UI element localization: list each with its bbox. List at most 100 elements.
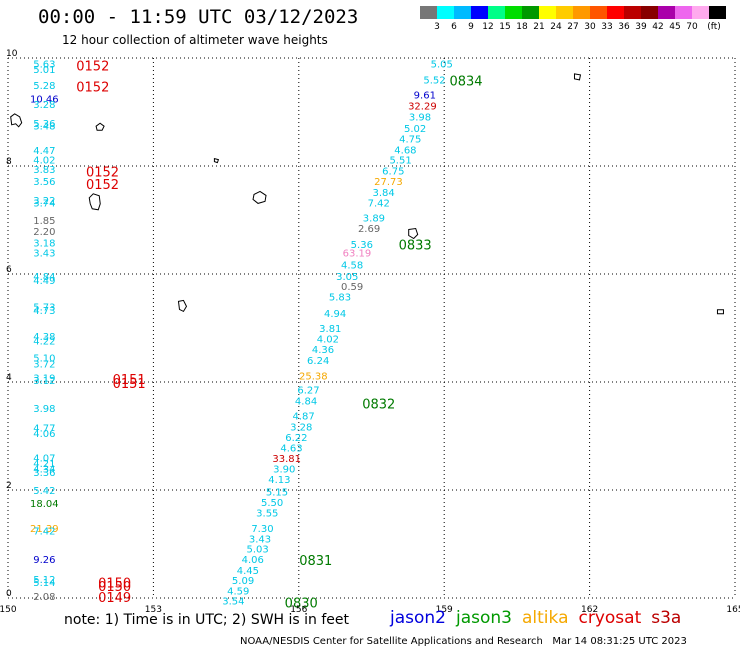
legend-entry: jason3 xyxy=(456,608,512,628)
wave-height-value: 18.04 xyxy=(30,499,59,510)
pass-time-labels: 0152015201520152015101510150015001490834… xyxy=(76,60,482,612)
color-scale-swatch xyxy=(590,6,607,19)
wave-height-value: 5.02 xyxy=(404,124,426,135)
wave-height-value: 3.98 xyxy=(409,112,431,123)
island-outline xyxy=(95,122,105,131)
wave-height-value: 4.84 xyxy=(295,396,317,407)
wave-height-value: 4.94 xyxy=(324,309,346,320)
wave-height-value: 5.28 xyxy=(33,81,55,92)
color-scale-swatch xyxy=(454,6,471,19)
wave-height-value: 3.43 xyxy=(249,535,271,546)
axis-tick-labels: 150 153 156 159 162 165 0 2 4 6 8 10 xyxy=(0,49,740,615)
island-outline xyxy=(408,227,419,240)
wave-height-value: 5.36 xyxy=(33,119,55,130)
wave-height-value: 3.28 xyxy=(290,422,312,433)
y-tick-label: 6 xyxy=(6,265,12,275)
color-scale-swatch xyxy=(675,6,692,19)
wave-height-value: 1.85 xyxy=(33,216,55,227)
wave-height-value: 4.87 xyxy=(293,411,315,422)
wave-height-value: 4.58 xyxy=(341,260,363,271)
color-scale-swatch xyxy=(556,6,573,19)
pass-time-label: 0151 xyxy=(113,377,146,392)
wave-height-value: 3.84 xyxy=(372,188,394,199)
wave-height-value: 63.19 xyxy=(343,248,372,259)
wave-height-value: 4.75 xyxy=(399,134,421,145)
wave-height-value: 5.83 xyxy=(329,293,351,304)
wave-height-value: 3.89 xyxy=(363,213,385,224)
wave-height-value: 4.59 xyxy=(227,586,249,597)
wave-height-value: 3.12 xyxy=(33,376,55,387)
color-scale-label: 30 xyxy=(584,22,596,32)
color-scale-label: 9 xyxy=(468,22,474,32)
color-scale-label: 33 xyxy=(601,22,613,32)
wave-height-value: 3.18 xyxy=(33,239,55,250)
footnote: note: 1) Time is in UTC; 2) SWH is in fe… xyxy=(64,612,350,628)
wave-height-value: 0.59 xyxy=(341,282,363,293)
wave-height-value: 4.06 xyxy=(242,555,264,566)
wave-height-value: 27.73 xyxy=(374,177,403,188)
wave-height-value: 33.81 xyxy=(272,454,301,465)
color-scale-swatch xyxy=(709,6,726,19)
wave-height-value: 5.14 xyxy=(33,578,55,589)
page-title: 00:00 - 11:59 UTC 03/12/2023 xyxy=(38,6,359,28)
pass-time-label: 0831 xyxy=(299,554,332,569)
color-scale-swatch xyxy=(420,6,437,19)
wave-height-value: 5.03 xyxy=(246,544,268,555)
wave-height-value: 3.83 xyxy=(33,165,55,176)
color-scale-swatch xyxy=(505,6,522,19)
color-scale-label: 24 xyxy=(550,22,562,32)
island-outline xyxy=(573,73,582,81)
wave-height-value: 4.49 xyxy=(33,276,55,287)
wave-height-value: 7.42 xyxy=(368,199,390,210)
wave-height-value: 4.06 xyxy=(33,429,55,440)
wave-height-value: 4.73 xyxy=(33,306,55,317)
island-outline xyxy=(10,113,23,128)
color-scale-label: 70 xyxy=(686,22,698,32)
wave-height-value: 4.07 xyxy=(33,454,55,465)
legend-entry: altika xyxy=(522,608,569,628)
wave-height-value: 3.22 xyxy=(33,196,55,207)
y-tick-label: 8 xyxy=(6,157,12,167)
color-scale-swatch xyxy=(641,6,658,19)
pass-time-label: 0834 xyxy=(449,75,482,90)
wave-height-value: 3.74 xyxy=(33,199,55,210)
color-scale-label: 42 xyxy=(652,22,664,32)
wave-height-value: 3.48 xyxy=(33,122,55,133)
credit-line: NOAA/NESDIS Center for Satellite Applica… xyxy=(240,636,687,647)
x-tick-label: 159 xyxy=(436,605,453,615)
y-tick-label: 2 xyxy=(6,481,12,491)
color-scale-swatch xyxy=(624,6,641,19)
pass-time-label: 0152 xyxy=(86,165,119,180)
wave-height-value: 3.28 xyxy=(33,100,55,111)
color-scale-label: 36 xyxy=(618,22,630,32)
wave-height-value: 4.22 xyxy=(33,336,55,347)
wave-height-value: 6.24 xyxy=(307,356,329,367)
color-scale-label: 6 xyxy=(451,22,457,32)
wave-height-value: 4.63 xyxy=(280,443,302,454)
wave-height-value: 3.43 xyxy=(33,248,55,259)
wave-height-value: 5.12 xyxy=(33,575,55,586)
color-scale-swatch xyxy=(539,6,556,19)
pass-time-label: 0833 xyxy=(399,238,432,253)
y-tick-label: 0 xyxy=(6,589,12,599)
y-tick-label: 10 xyxy=(6,49,18,59)
wave-height-value: 25.38 xyxy=(299,372,328,383)
island-outline xyxy=(88,193,101,211)
color-scale-label: 45 xyxy=(669,22,681,32)
legend-entry: cryosat xyxy=(578,608,642,628)
wave-height-value: 3.98 xyxy=(33,404,55,415)
wave-height-value: 4.77 xyxy=(33,423,55,434)
satellite-legend: jason2 jason3 altika cryosat s3a xyxy=(390,608,691,628)
island-outline xyxy=(252,190,267,204)
x-tick-label: 150 xyxy=(0,605,17,615)
wave-height-value: 2.69 xyxy=(358,224,380,235)
wave-height-value: 3.56 xyxy=(33,177,55,188)
wave-height-value: 5.10 xyxy=(33,354,55,365)
pass-time-label: 0151 xyxy=(113,373,146,388)
pass-time-label: 0830 xyxy=(285,596,318,611)
color-scale-label: 12 xyxy=(482,22,494,32)
color-scale-label: 27 xyxy=(567,22,579,32)
color-scale-swatch xyxy=(607,6,624,19)
wave-height-value: 10.46 xyxy=(30,95,59,106)
